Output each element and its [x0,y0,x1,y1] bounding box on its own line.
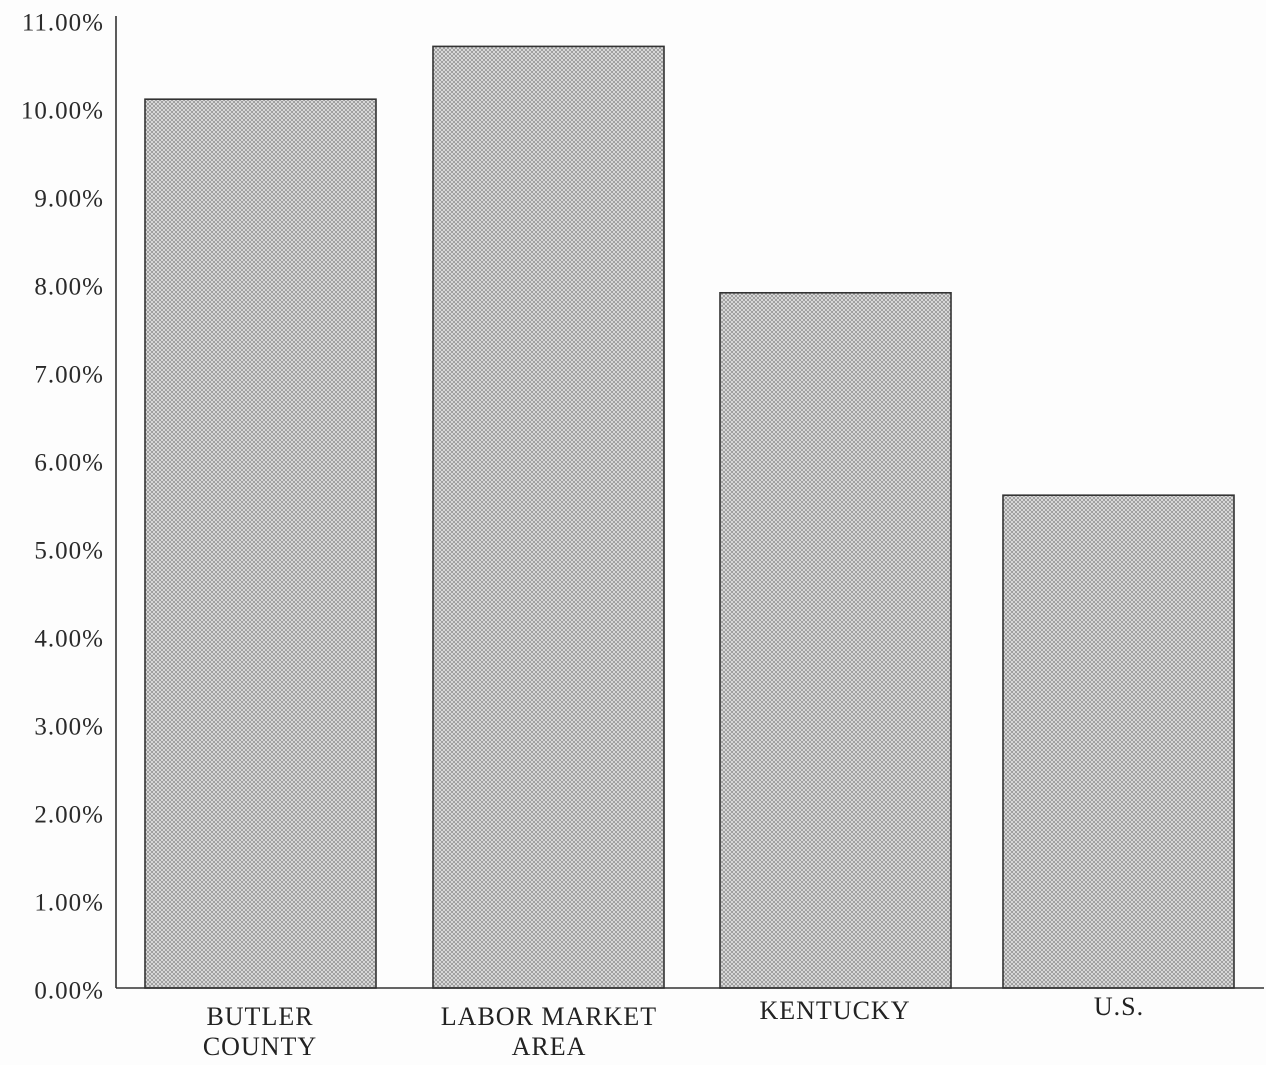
y-tick-label: 2.00% [34,802,104,829]
y-tick-label: 3.00% [34,714,104,741]
x-tick-label-us: U.S. [1093,992,1145,1021]
bar-u-s [1002,494,1235,989]
bars-group [144,45,1235,989]
y-tick-label: 9.00% [34,186,104,213]
y-tick-label: 6.00% [34,450,104,477]
bar-butler-county [144,98,377,989]
y-tick-label: 1.00% [34,890,104,917]
y-tick-label: 7.00% [34,362,104,389]
bar-labor-market-area [432,45,665,989]
y-axis-tick-labels: 0.00% 1.00% 2.00% 3.00% 4.00% 5.00% 6.00% 7.00%… [21,10,104,1005]
x-tick-label-butler-county: BUTLER COUNTY [202,1002,318,1061]
x-tick-label-kentucky: KENTUCKY [759,996,911,1025]
y-tick-label: 8.00% [34,274,104,301]
y-tick-label: 4.00% [34,626,104,653]
x-tick-label-labor-market-area: LABOR MARKET AREA [440,1002,658,1061]
y-tick-label: 11.00% [22,10,104,37]
bar-kentucky [719,291,952,989]
axes-group [115,16,1264,989]
y-tick-label: 5.00% [34,538,104,565]
y-tick-label: 10.00% [21,98,104,125]
y-tick-label: 0.00% [34,978,104,1005]
